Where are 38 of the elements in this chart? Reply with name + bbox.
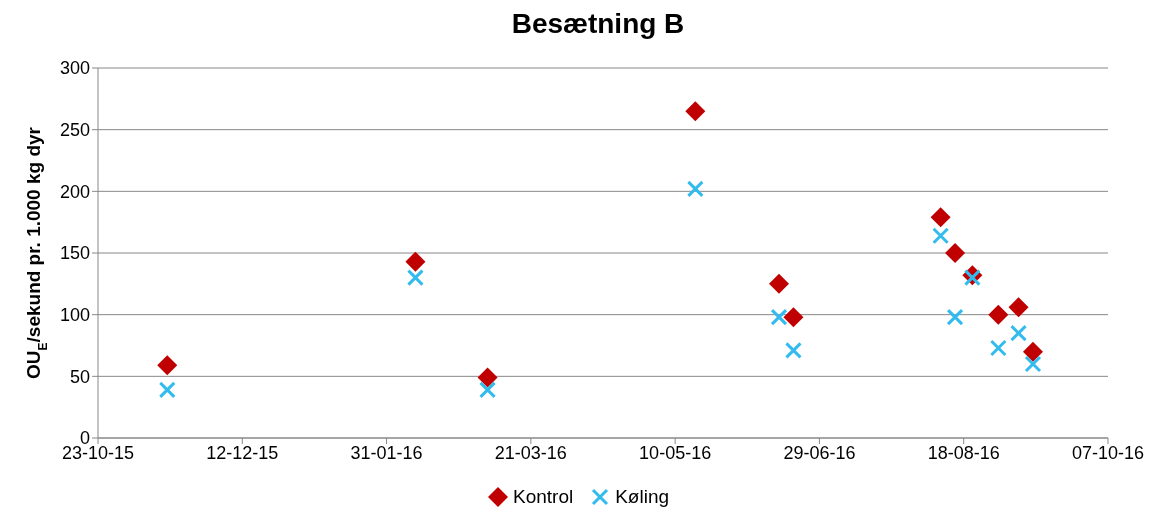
point — [1022, 341, 1043, 362]
point — [405, 251, 426, 272]
point — [989, 339, 1007, 357]
x-tick-label: 21-03-16 — [494, 442, 567, 463]
legend-label: Køling — [614, 486, 670, 508]
y-tick-label: 100 — [59, 305, 90, 326]
point — [932, 227, 950, 245]
point — [770, 308, 788, 326]
x-tick-label: 10-05-16 — [639, 442, 712, 463]
chart-title: Besætning B — [510, 8, 686, 41]
point — [930, 207, 951, 228]
point — [988, 304, 1009, 325]
y-tick-label: 300 — [59, 58, 90, 79]
x-tick-label: 31-01-16 — [350, 442, 423, 463]
point — [406, 269, 424, 287]
point — [686, 180, 704, 198]
point — [157, 355, 178, 376]
x-tick-label: 18-08-16 — [927, 442, 1000, 463]
point — [1010, 324, 1028, 342]
x-tick-label: 12-12-15 — [206, 442, 279, 463]
point — [945, 243, 966, 263]
point — [479, 381, 497, 399]
point — [685, 101, 706, 122]
point — [783, 307, 804, 328]
point — [1008, 297, 1029, 318]
point — [158, 381, 176, 399]
point — [1024, 355, 1042, 373]
y-tick-label: 50 — [69, 366, 90, 387]
y-tick-label: 250 — [59, 120, 90, 141]
x-tick-label: 29-06-16 — [783, 442, 856, 463]
legend-label: Kontrol — [511, 486, 574, 508]
point — [946, 308, 964, 326]
point — [477, 367, 498, 388]
y-tick-label: 150 — [59, 243, 90, 264]
point — [769, 273, 790, 294]
y-tick-label: 200 — [59, 181, 90, 202]
point — [784, 341, 802, 359]
x-tick-label: 07-10-16 — [1071, 442, 1145, 463]
